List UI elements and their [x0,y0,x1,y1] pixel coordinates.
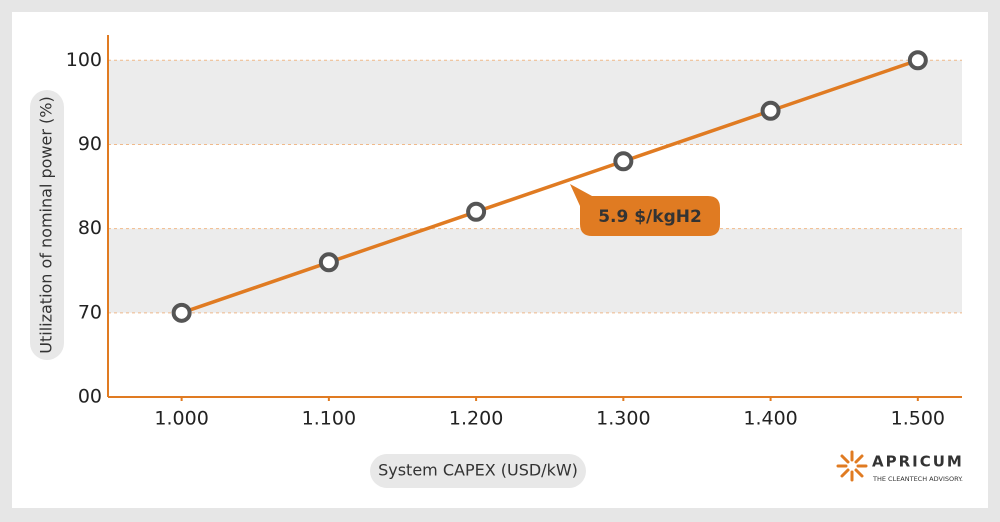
x-axis-label: System CAPEX (USD/kW) [378,461,578,480]
x-tick-label: 1.300 [596,408,650,430]
annotation: 5.9 $/kgH2 [598,207,702,227]
y-tick-label: 00 [78,386,102,408]
logo: APRICUM THE CLEANTECH ADVISORY. [836,450,964,483]
y-tick-label: 100 [66,49,102,71]
x-tick-label: 1.400 [743,408,797,430]
y-tick-label: 80 [78,217,102,239]
logo-tagline: THE CLEANTECH ADVISORY. [872,475,963,483]
grid-band [108,60,962,145]
y-label-pill [30,90,64,360]
data-point [760,100,781,121]
data-point [318,252,339,273]
annotation-bubble [570,184,720,236]
logo-name: APRICUM [872,453,964,471]
data-point [613,151,634,172]
y-axis-label: Utilization of nominal power (%) [37,96,56,353]
data-line [181,58,919,315]
y-tick-label: 70 [78,301,102,323]
data-point [466,201,487,222]
x-tick-label: 1.000 [154,408,208,430]
x-label-pill [370,454,586,488]
data-point [907,50,928,71]
data-point [171,302,192,323]
grid-band [108,228,962,313]
x-tick-label: 1.200 [449,408,503,430]
x-tick-label: 1.500 [891,408,945,430]
y-tick-label: 90 [78,133,102,155]
x-tick-label: 1.100 [302,408,356,430]
